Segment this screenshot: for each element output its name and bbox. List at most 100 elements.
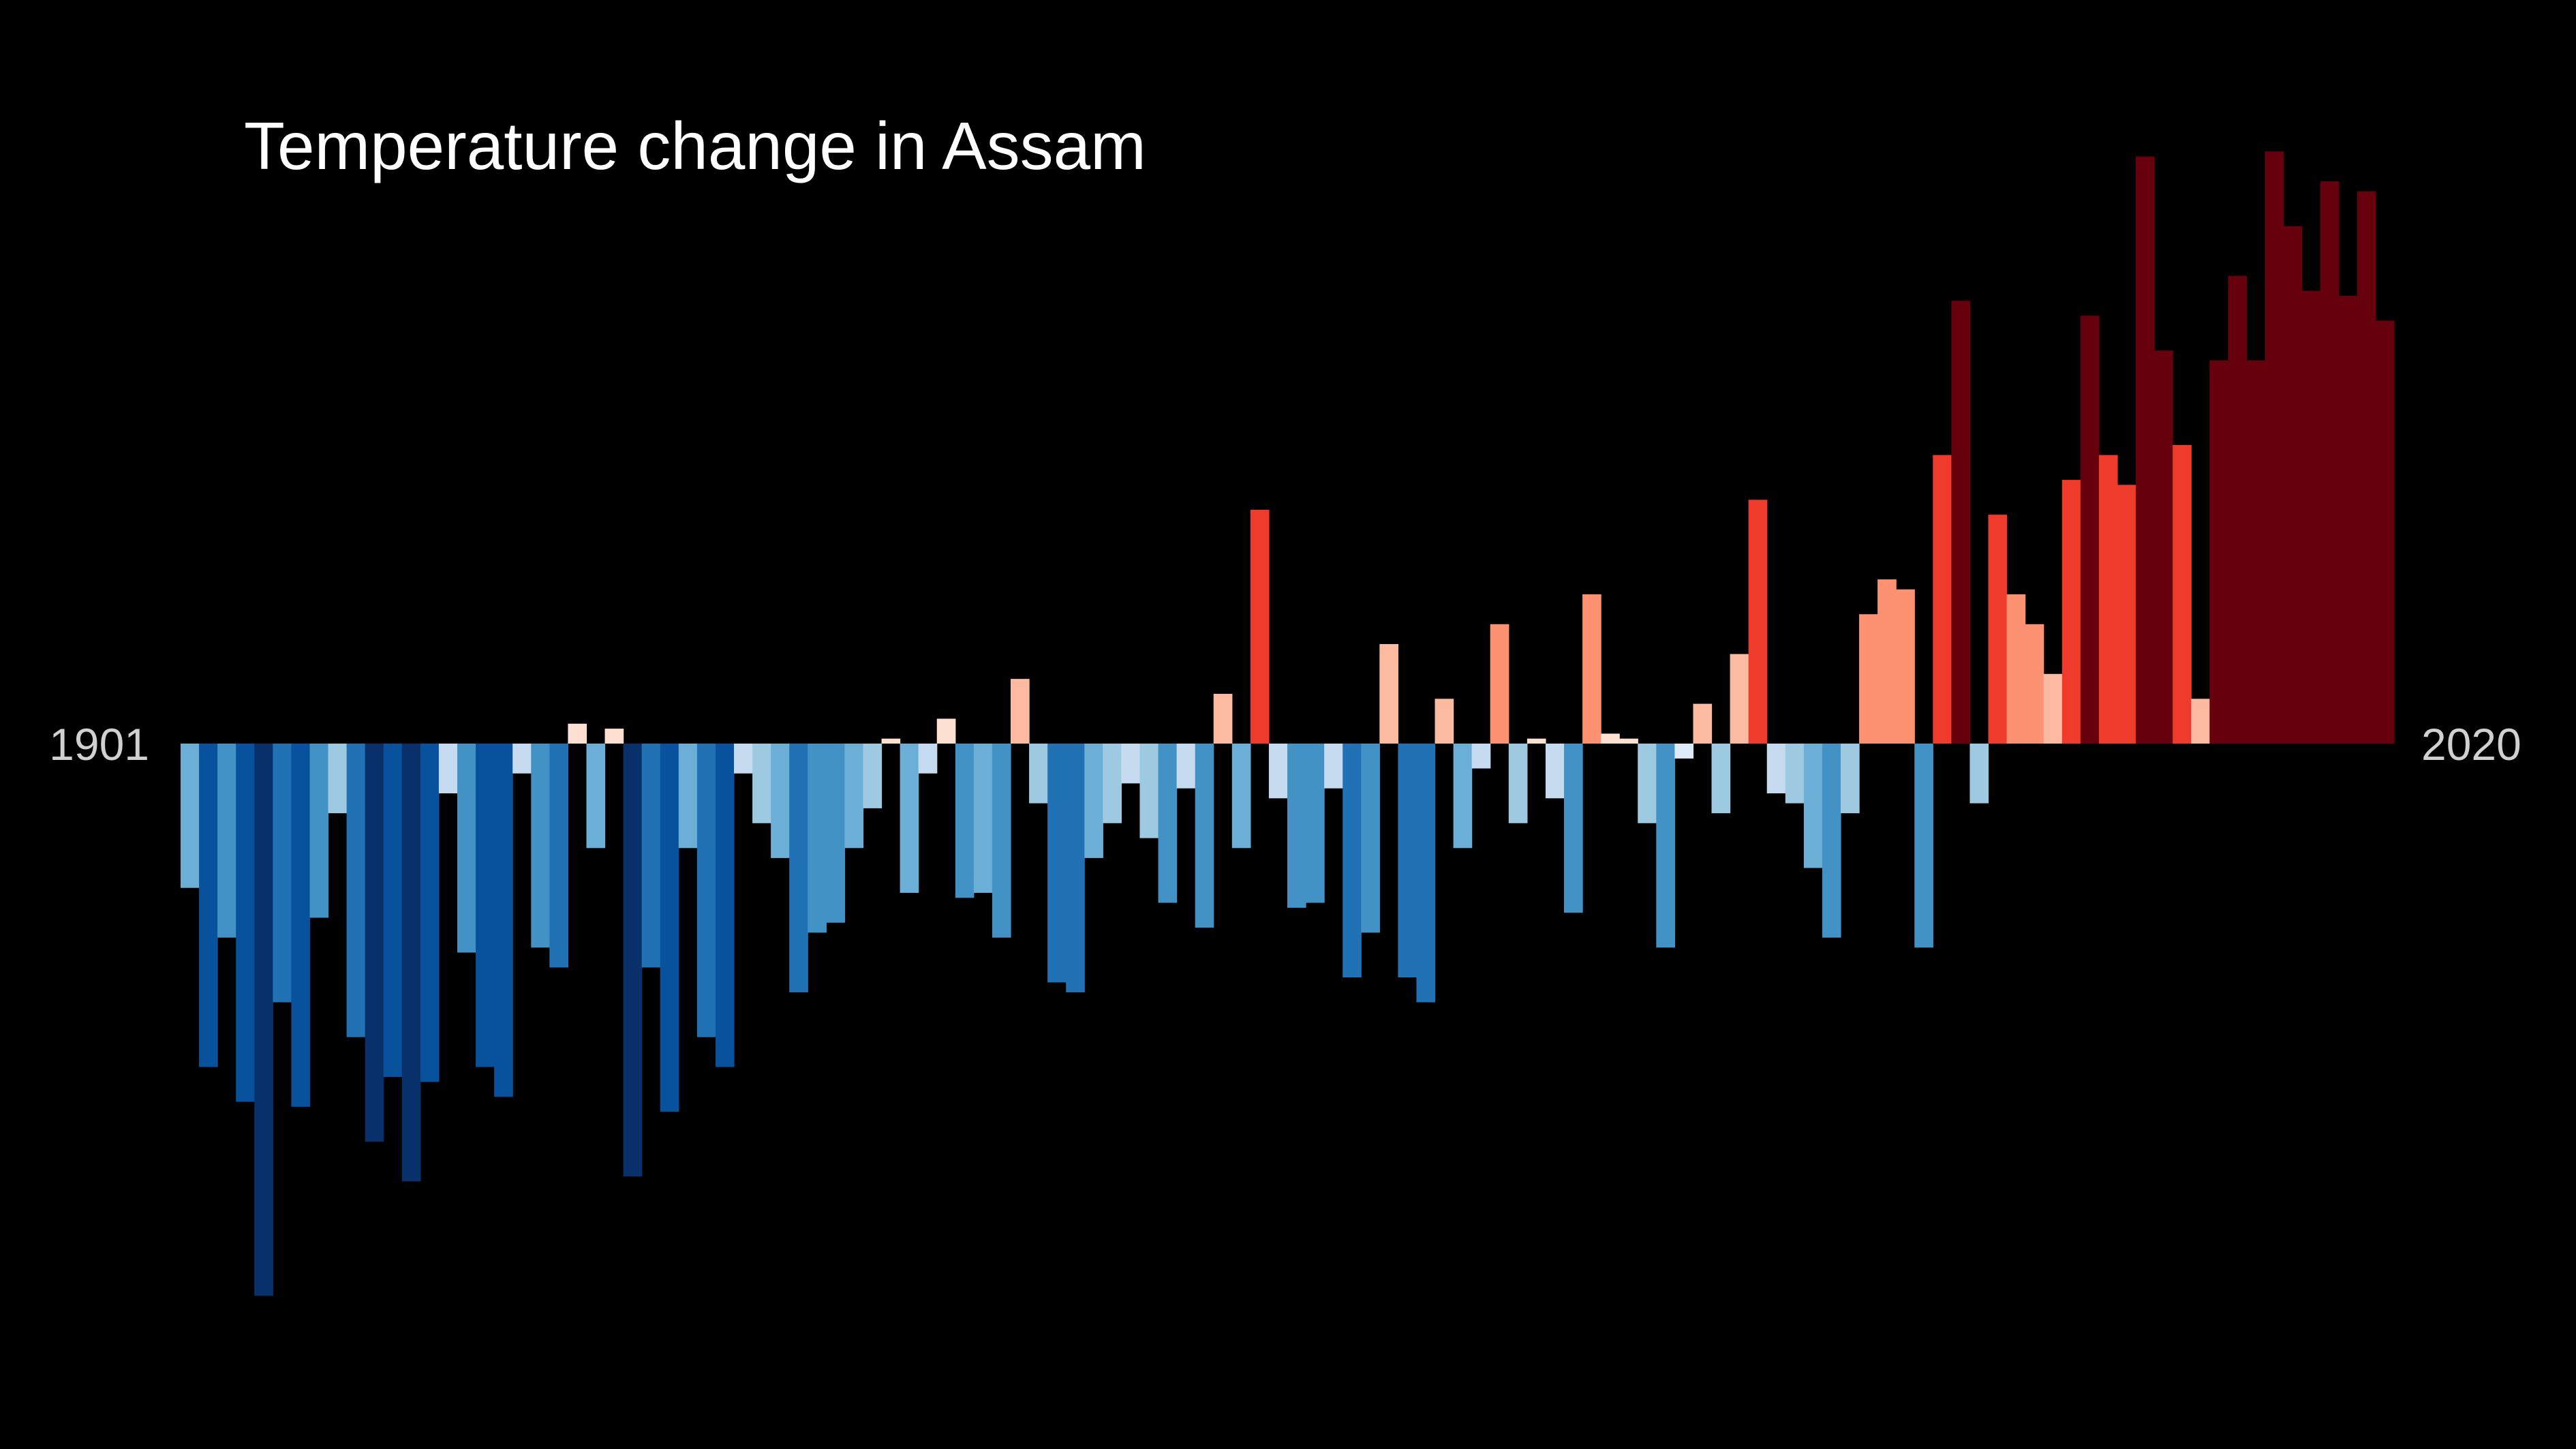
bar-1980 [1638, 744, 1657, 823]
bar-1953 [1139, 744, 1159, 838]
bar-2018 [2338, 296, 2358, 744]
bar-1934 [789, 744, 808, 992]
bar-2004 [2080, 316, 2100, 744]
bar-1999 [1988, 515, 2008, 744]
bar-2014 [2265, 151, 2284, 744]
bar-1904 [236, 744, 255, 1102]
bar-2003 [2061, 480, 2081, 744]
bar-1912 [383, 744, 403, 1078]
bar-1905 [254, 744, 273, 1296]
bar-1988 [1785, 744, 1805, 804]
bar-1943 [955, 744, 975, 898]
bar-1970 [1453, 744, 1473, 849]
bar-1993 [1877, 579, 1897, 744]
bar-1972 [1490, 624, 1509, 744]
bar-1971 [1471, 744, 1491, 769]
bar-1966 [1379, 644, 1398, 744]
bar-1996 [1933, 455, 1952, 744]
bar-1916 [457, 744, 476, 953]
bar-1974 [1527, 738, 1546, 744]
bar-1995 [1914, 744, 1933, 948]
bar-1957 [1213, 694, 1233, 744]
bar-1928 [678, 744, 698, 849]
bar-1997 [1951, 301, 1971, 744]
bar-1962 [1306, 744, 1325, 903]
bar-1931 [734, 744, 753, 774]
bar-1990 [1822, 744, 1841, 938]
bar-1958 [1231, 744, 1251, 849]
bar-2010 [2191, 699, 2210, 744]
bar-1918 [494, 744, 513, 1097]
bar-2013 [2246, 360, 2266, 744]
bar-1992 [1859, 614, 1878, 744]
bar-1986 [1748, 500, 1768, 744]
bar-1975 [1545, 744, 1565, 799]
bar-1982 [1674, 744, 1694, 759]
bar-1927 [660, 744, 679, 1112]
bar-1985 [1730, 654, 1749, 744]
bar-1951 [1103, 744, 1122, 823]
bar-1948 [1047, 744, 1067, 983]
bar-2008 [2154, 350, 2173, 744]
bar-1906 [273, 744, 292, 1003]
bar-1945 [992, 744, 1011, 938]
bar-1977 [1582, 594, 1601, 744]
bar-1925 [623, 744, 643, 1177]
bar-1968 [1416, 744, 1436, 1003]
bar-1954 [1158, 744, 1178, 903]
bar-2005 [2098, 455, 2118, 744]
bar-1947 [1029, 744, 1048, 804]
bar-1967 [1398, 744, 1417, 978]
bar-1908 [309, 744, 329, 918]
bar-1924 [604, 729, 624, 744]
bar-2015 [2283, 226, 2303, 744]
bar-1920 [531, 744, 550, 948]
bar-1913 [401, 744, 421, 1182]
bar-1901 [181, 744, 200, 888]
bar-1944 [973, 744, 993, 893]
bar-1942 [936, 718, 956, 744]
bar-1965 [1361, 744, 1380, 933]
bar-1964 [1343, 744, 1362, 978]
bar-1902 [199, 744, 218, 1067]
bar-1941 [918, 744, 938, 774]
bar-1923 [586, 744, 606, 849]
bar-1984 [1711, 744, 1731, 814]
bar-1915 [438, 744, 458, 793]
bar-1961 [1287, 744, 1306, 908]
bar-1950 [1084, 744, 1103, 858]
bar-1937 [844, 744, 864, 849]
bar-1949 [1066, 744, 1085, 992]
bar-1998 [1969, 744, 1989, 804]
bar-1963 [1324, 744, 1343, 789]
bar-2006 [2117, 485, 2136, 744]
bar-1969 [1435, 699, 1454, 744]
bars-group [181, 151, 2395, 1296]
bar-1932 [752, 744, 771, 823]
bar-2011 [2209, 360, 2228, 744]
bar-1976 [1564, 744, 1583, 913]
bar-2017 [2320, 181, 2340, 744]
bar-1960 [1268, 744, 1288, 799]
bar-1903 [217, 744, 236, 938]
bar-1911 [365, 744, 384, 1142]
bar-1909 [328, 744, 348, 814]
bar-1914 [420, 744, 440, 1082]
bar-1955 [1176, 744, 1196, 789]
bar-1907 [291, 744, 311, 1107]
bar-1983 [1693, 703, 1713, 744]
bar-1978 [1601, 733, 1620, 744]
bar-1946 [1011, 679, 1030, 744]
bar-1989 [1803, 744, 1823, 868]
bar-1987 [1766, 744, 1786, 793]
bar-1935 [808, 744, 827, 933]
bar-1991 [1841, 744, 1860, 814]
bar-2020 [2375, 320, 2395, 744]
chart-title: Temperature change in Assam [244, 108, 1146, 183]
bar-2019 [2357, 191, 2376, 744]
bar-1938 [863, 744, 883, 808]
bar-1939 [881, 738, 901, 744]
bar-1926 [641, 744, 661, 968]
bar-2000 [2006, 594, 2026, 744]
